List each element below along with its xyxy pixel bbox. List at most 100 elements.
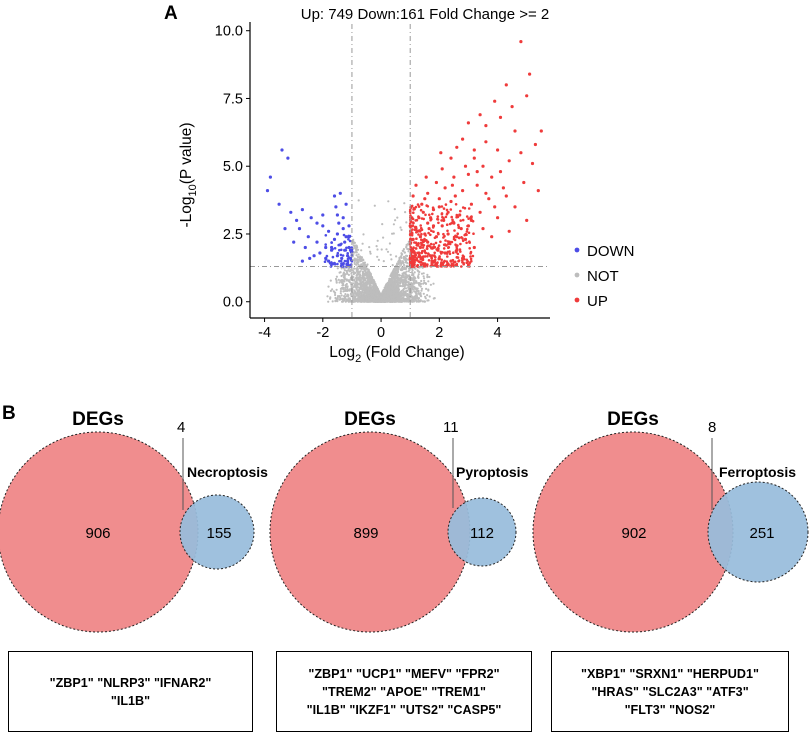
not-point xyxy=(412,273,415,276)
not-point xyxy=(422,275,425,278)
up-point xyxy=(507,229,511,233)
up-point xyxy=(453,238,457,242)
not-point xyxy=(396,288,399,291)
not-point xyxy=(393,273,396,276)
down-point xyxy=(344,202,348,206)
not-point xyxy=(368,282,371,285)
not-point xyxy=(348,280,351,283)
not-point xyxy=(338,298,341,301)
up-point xyxy=(420,232,423,236)
not-point xyxy=(424,297,427,300)
up-point xyxy=(427,259,431,262)
not-point xyxy=(351,269,354,272)
not-point xyxy=(340,274,343,278)
up-point xyxy=(498,170,503,174)
not-point xyxy=(358,297,361,300)
not-point xyxy=(347,269,350,272)
not-point xyxy=(423,281,426,284)
legend-marker-down xyxy=(574,247,580,253)
not-point xyxy=(410,299,413,302)
not-point xyxy=(385,248,388,251)
not-point xyxy=(417,297,421,300)
up-point xyxy=(460,265,463,268)
down-point xyxy=(333,263,337,266)
not-point xyxy=(368,246,371,249)
up-point xyxy=(427,252,430,256)
up-point xyxy=(431,206,435,209)
down-point xyxy=(286,156,290,160)
gene-line: "ZBP1" "UCP1" "MEFV" "FPR2" xyxy=(308,666,500,681)
not-point xyxy=(413,279,416,282)
up-point xyxy=(490,235,494,239)
down-point xyxy=(327,259,331,263)
not-point xyxy=(395,273,398,276)
not-point xyxy=(369,274,372,277)
not-point xyxy=(420,272,424,275)
not-point xyxy=(357,286,360,289)
not-point xyxy=(384,293,387,296)
not-point xyxy=(359,280,362,283)
venn3-degs-title: DEGs xyxy=(607,409,659,430)
not-point xyxy=(351,282,355,285)
not-point xyxy=(415,281,418,284)
not-point xyxy=(408,268,411,271)
not-point xyxy=(403,299,407,302)
up-point xyxy=(470,216,473,219)
down-point xyxy=(265,189,270,193)
up-point xyxy=(469,252,472,255)
not-point xyxy=(352,279,355,282)
up-point xyxy=(459,250,462,253)
up-point xyxy=(456,252,460,256)
down-point xyxy=(321,213,325,217)
venn1-degs-title: DEGs xyxy=(72,409,124,430)
up-point xyxy=(422,264,426,268)
down-point xyxy=(334,205,338,209)
not-point xyxy=(399,284,402,287)
not-point xyxy=(354,291,357,294)
not-point xyxy=(403,276,406,279)
venn1-pathway-circle xyxy=(179,494,255,570)
not-point xyxy=(380,248,383,251)
up-point xyxy=(443,259,446,263)
up-point xyxy=(471,219,475,223)
not-point xyxy=(421,266,424,269)
up-point xyxy=(411,221,415,224)
not-point xyxy=(396,294,399,297)
gene-box-necroptosis: "ZBP1" "NLRP3" "IFNAR2" "IL1B" xyxy=(8,651,253,732)
up-point xyxy=(411,194,415,198)
not-point xyxy=(403,272,407,275)
up-point xyxy=(513,129,517,133)
y-tick-label: 10.0 xyxy=(215,24,243,40)
not-point xyxy=(394,266,397,269)
not-point xyxy=(402,261,405,265)
not-point xyxy=(381,223,384,226)
not-point xyxy=(375,293,378,296)
up-point xyxy=(472,156,476,160)
not-point xyxy=(376,288,379,291)
not-point xyxy=(390,282,393,285)
not-point xyxy=(423,277,426,280)
not-point xyxy=(396,216,399,219)
up-point xyxy=(469,257,473,261)
not-point xyxy=(359,270,362,273)
down-point xyxy=(341,216,345,220)
up-point xyxy=(442,232,445,236)
not-point xyxy=(386,296,389,299)
up-point xyxy=(463,164,468,168)
up-point xyxy=(410,258,414,262)
not-point xyxy=(404,292,407,295)
down-point xyxy=(306,235,310,239)
not-point xyxy=(401,260,404,263)
not-point xyxy=(353,267,356,270)
up-point xyxy=(460,236,463,239)
not-point xyxy=(347,300,350,303)
up-point xyxy=(436,218,440,221)
down-point xyxy=(292,240,296,244)
not-point xyxy=(361,242,364,245)
not-point xyxy=(362,233,365,236)
not-point xyxy=(377,258,380,261)
not-point xyxy=(366,280,369,283)
legend-label-up: UP xyxy=(587,293,608,310)
down-point xyxy=(283,227,287,231)
up-point xyxy=(465,230,469,233)
